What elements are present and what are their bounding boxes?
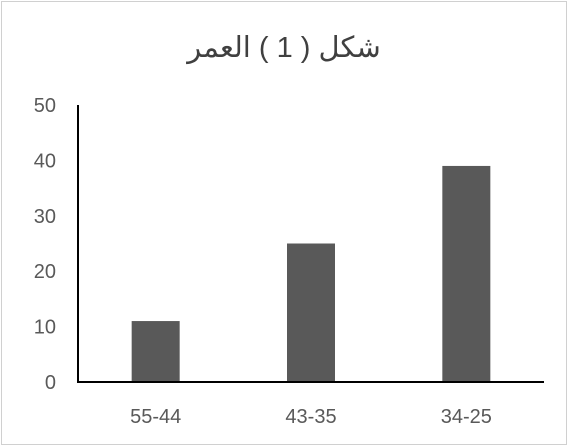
- bar: [131, 321, 180, 382]
- x-category-label: 43-35: [285, 406, 336, 428]
- y-tick-label: 20: [34, 261, 56, 283]
- x-category-label: 55-44: [130, 406, 181, 428]
- x-category-label: 34-25: [441, 406, 492, 428]
- chart-title: شكل ( 1 ) العمر: [187, 32, 381, 64]
- y-tick-labels: 0 10 20 30 40 50: [34, 95, 56, 394]
- y-tick-label: 30: [34, 206, 56, 228]
- x-category-labels: 55-44 43-35 34-25: [130, 406, 492, 428]
- y-tick-label: 10: [34, 317, 56, 339]
- bars: [131, 165, 491, 382]
- y-tick-label: 50: [34, 95, 56, 117]
- bar: [287, 243, 335, 382]
- bar: [442, 165, 491, 382]
- y-tick-label: 40: [34, 150, 56, 172]
- y-tick-label: 0: [45, 372, 56, 394]
